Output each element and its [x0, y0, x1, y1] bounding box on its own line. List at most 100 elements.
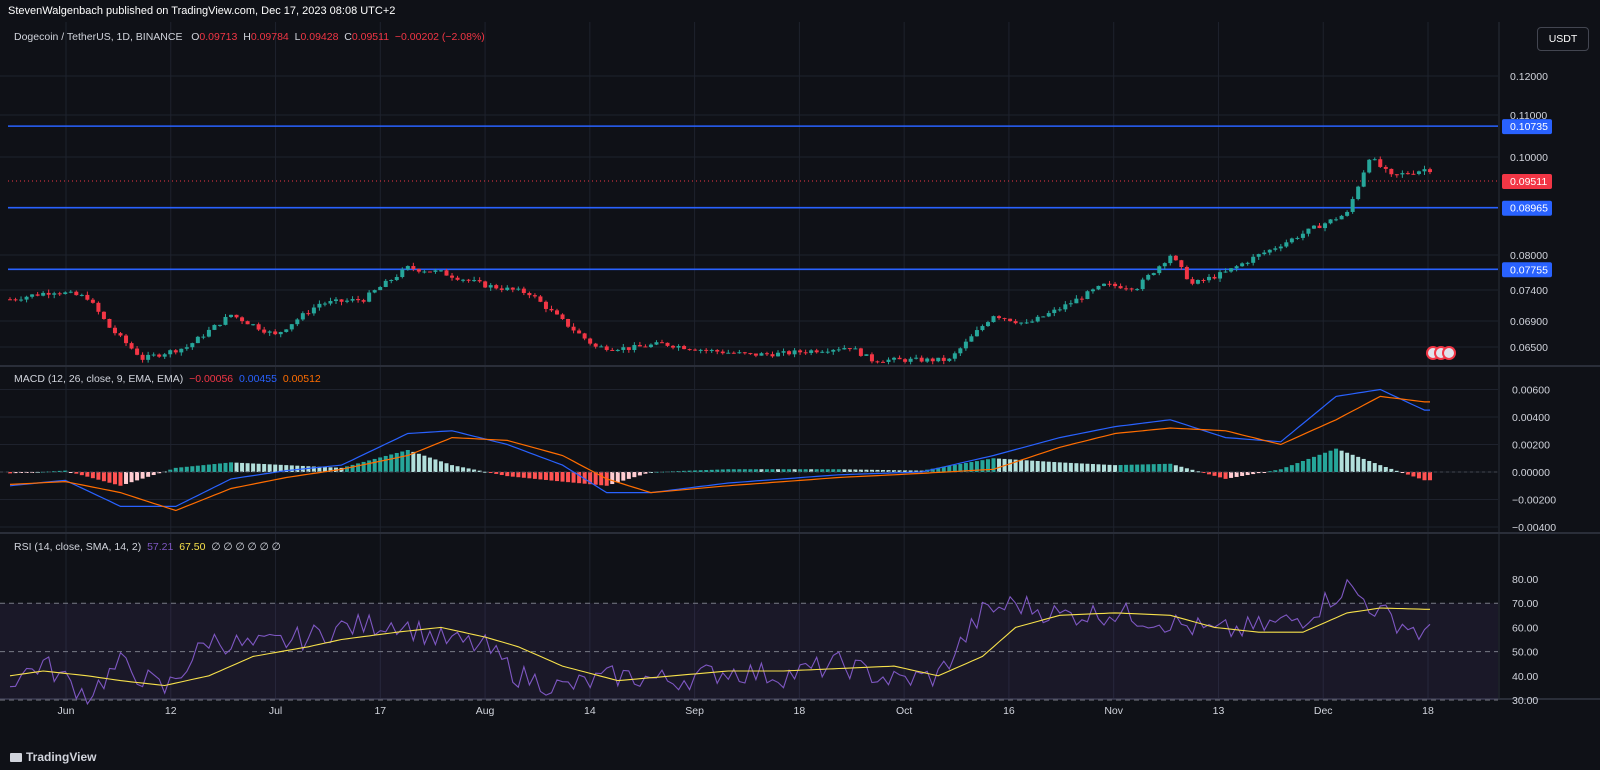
- macd-hist-bar: [1013, 459, 1018, 472]
- rsi-tick-label: 60.00: [1512, 622, 1538, 634]
- level-badge: [1502, 262, 1552, 278]
- candle-body: [831, 349, 836, 352]
- time-tick-label: Jul: [269, 705, 282, 717]
- candle-body: [295, 319, 300, 325]
- macd-hist-bar: [1422, 472, 1427, 481]
- tradingview-logo[interactable]: TradingView: [10, 750, 96, 764]
- macd-legend: MACD (12, 26, close, 9, EMA, EMA) −0.000…: [14, 373, 321, 385]
- candle-body: [858, 348, 863, 356]
- tv-logo-text: TradingView: [26, 750, 97, 764]
- candle-body: [146, 354, 151, 360]
- candle-body: [1367, 159, 1372, 173]
- macd-hist-bar: [1289, 465, 1294, 472]
- candle-body: [90, 299, 95, 303]
- macd-hist-bar: [1278, 469, 1283, 472]
- candle-body: [1212, 276, 1217, 279]
- macd-hist-bar: [1151, 464, 1156, 472]
- footer: TradingView: [0, 744, 1600, 770]
- macd-hist-bar: [1405, 472, 1410, 475]
- candle-body: [1046, 313, 1051, 317]
- macd-hist-bar: [886, 470, 891, 472]
- macd-hist-bar: [571, 472, 576, 483]
- macd-hist-bar: [985, 459, 990, 472]
- macd-hist-bar: [339, 467, 344, 472]
- currency-button[interactable]: USDT: [1537, 27, 1589, 51]
- last-price-label: 0.09511: [1510, 176, 1547, 188]
- macd-hist-bar: [941, 466, 946, 472]
- candle-body: [140, 354, 145, 360]
- macd-hist-bar: [427, 457, 432, 472]
- macd-hist-bar: [289, 465, 294, 472]
- candle-body: [698, 349, 703, 351]
- macd-hist-bar: [499, 472, 504, 476]
- macd-hist-bar: [96, 472, 101, 480]
- macd-hist-bar: [1300, 461, 1305, 472]
- candle-body: [687, 349, 692, 351]
- macd-hist-bar: [494, 472, 499, 474]
- candle-body: [1350, 199, 1355, 212]
- macd-hist-bar: [610, 472, 615, 485]
- candle-body: [284, 329, 289, 332]
- macd-tick-label: 0.00200: [1512, 440, 1550, 452]
- candle-body: [201, 336, 206, 338]
- macd-hist-bar: [1124, 464, 1129, 472]
- rsi-extra: ∅ ∅ ∅ ∅ ∅ ∅: [211, 541, 281, 553]
- level-badge: [1502, 200, 1552, 216]
- macd-histogram: [8, 448, 1432, 486]
- candle-body: [206, 329, 211, 337]
- macd-hist-bar: [720, 469, 725, 472]
- macd-hist-bar: [566, 472, 571, 483]
- macd-hist-bar: [1361, 458, 1366, 472]
- macd-hist-bar: [1262, 472, 1267, 473]
- event-flags[interactable]: [1426, 346, 1456, 360]
- candle-body: [1157, 266, 1162, 274]
- macd-hist-bar: [997, 458, 1002, 472]
- macd-hist-bar: [974, 461, 979, 472]
- candle-body: [985, 322, 990, 327]
- macd-hist-bar: [1079, 463, 1084, 472]
- grid: [0, 22, 1498, 698]
- macd-hist-bar: [842, 469, 847, 472]
- candle-body: [532, 295, 537, 297]
- candle-body: [8, 299, 12, 301]
- candle-body: [991, 316, 996, 323]
- candle-body: [112, 327, 117, 334]
- level-badge-label: 0.10735: [1510, 121, 1548, 133]
- low-value: 0.09428: [300, 31, 339, 43]
- macd-hist-bar: [135, 472, 140, 481]
- candle-body: [118, 333, 123, 336]
- candle-body: [1107, 283, 1112, 285]
- macd-hist-bar: [256, 463, 261, 472]
- macd-hist-bar: [787, 469, 792, 472]
- candle-body: [941, 357, 946, 361]
- open-value: 0.09713: [199, 31, 238, 43]
- macd-hist-bar: [68, 472, 73, 473]
- candle-body: [659, 342, 664, 344]
- axes: 0.12000 0.11000 0.10000 0.08000 0.07400 0.069…: [58, 71, 1557, 717]
- trading-chart[interactable]: 0.12000 0.11000 0.10000 0.08000 0.07400 0.069…: [0, 22, 1600, 744]
- candle-body: [317, 303, 322, 308]
- price-tick-label: 0.12000: [1510, 71, 1548, 83]
- candle-body: [577, 330, 582, 334]
- macd-hist-bar: [543, 472, 548, 480]
- macd-hist-bar: [903, 470, 908, 472]
- last-price-badge: [1502, 173, 1552, 189]
- candle-body: [195, 336, 200, 344]
- macd-hist-bar: [57, 470, 62, 472]
- macd-hist-bar: [682, 470, 687, 472]
- candle-body: [306, 313, 311, 315]
- candle-body: [1063, 304, 1068, 310]
- macd-hist-bar: [798, 469, 803, 472]
- time-tick-label: 18: [1422, 705, 1434, 717]
- candle-body: [262, 329, 267, 333]
- macd-hist-bar: [201, 465, 206, 472]
- macd-hist-bar: [615, 472, 620, 483]
- macd-hist-bar: [146, 472, 151, 477]
- candle-body: [1411, 173, 1416, 175]
- candle-body: [85, 294, 90, 300]
- macd-hist-bar: [1090, 464, 1095, 472]
- candle-body: [726, 352, 731, 354]
- macd-hist-bar: [101, 472, 106, 482]
- candle-body: [405, 266, 410, 270]
- candle-body: [411, 266, 416, 270]
